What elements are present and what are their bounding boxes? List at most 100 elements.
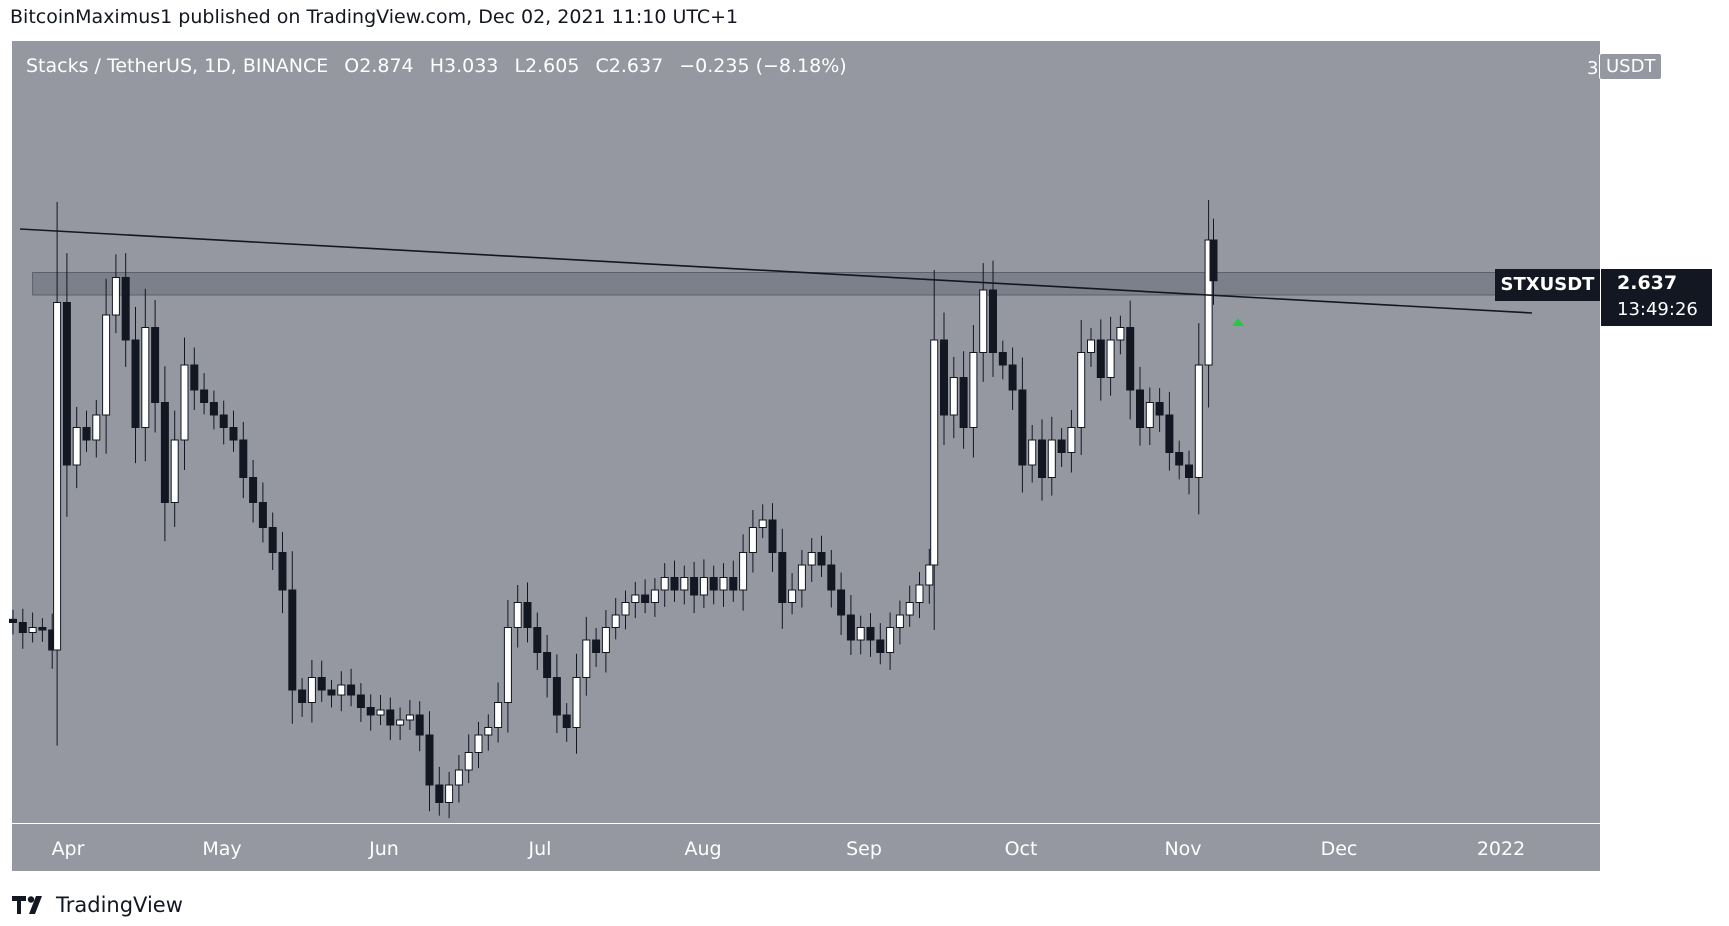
candle-body [969,352,978,428]
high-value: 3.033 [443,55,499,77]
candle-body [709,577,718,591]
candle-body [1067,427,1076,453]
candle-body [660,577,669,591]
candle-body [543,652,552,678]
high-label: H [429,55,444,77]
candle-body [866,627,875,641]
price-top-fragment: 3 [1587,58,1599,79]
candle-body [699,577,708,596]
candle-body [425,734,434,786]
candle-body [317,677,326,691]
candle-body [650,589,659,603]
candle-body [219,414,228,428]
currency-button[interactable]: USDT [1599,53,1663,80]
time-tick-label: Sep [846,838,882,860]
candle-body [886,627,895,653]
candle-body [1028,439,1037,466]
candle-body [631,594,640,603]
last-price-value: 2.637 [1617,272,1678,294]
price-tick-label: 1.000 [1617,682,1672,704]
candle-body [807,552,816,566]
candle-body [846,614,855,641]
candle-body [474,734,483,753]
footer-brand[interactable]: TradingView [12,893,183,917]
candle-body [121,277,130,341]
candle-body [837,589,846,616]
candle-body [1018,389,1027,466]
symbol-name: Stacks / TetherUS, 1D, BINANCE [26,55,329,77]
candle-body [111,277,120,316]
candle-body [719,577,728,591]
candle-body [190,364,199,391]
candle-body [552,677,561,716]
low-label: L [514,55,526,77]
candle-body [92,414,101,441]
time-tick-label: Apr [51,838,85,860]
candle-body [1038,439,1046,478]
candle-body [356,694,365,708]
candle-body [641,594,650,603]
candles-layer [9,200,1218,819]
candle-body [940,339,948,416]
candle-body [1155,402,1164,416]
candle-body [729,577,738,591]
candle-body [38,627,47,631]
candle-body [905,602,914,616]
resistance-zone-layer [32,272,1601,296]
candle-body [209,402,218,416]
candle-body [601,627,610,653]
candle-body [788,589,797,603]
candle-body [582,639,591,678]
candle-body [533,627,542,653]
candle-body [1126,327,1135,391]
candle-body [258,502,267,528]
candle-body [1145,402,1154,428]
candle-body [611,614,620,628]
close-label: C [595,55,609,77]
candle-body [895,614,904,628]
candle-body [327,689,336,696]
candle-body [298,689,307,703]
time-tick-label: 2022 [1476,838,1526,860]
candle-body [690,577,699,596]
time-tick-label: Nov [1164,838,1202,860]
candle-body [82,427,91,441]
candle-body [405,714,414,721]
candle-body [1047,439,1056,478]
candle-body [572,677,581,728]
change-value: −0.235 (−8.18%) [679,55,847,77]
price-axis-divider [1600,41,1601,871]
candle-body [758,519,767,528]
last-price-symbol-tag: STXUSDT [1495,269,1600,301]
resistance-zone [32,272,1601,296]
price-tick-label: 2.000 [1617,432,1672,454]
candle-body [464,752,473,771]
time-tick-label: May [202,838,242,860]
candle-body [288,589,297,691]
candle-body [1116,327,1125,341]
candle-body [200,389,209,403]
price-tick-label: 1.500 [1617,557,1672,579]
candle-body [386,709,395,726]
open-label: O [344,55,360,77]
candle-body [454,769,463,786]
candle-body [680,577,689,591]
candle-body [249,477,258,503]
candle-body [9,618,17,624]
candle-body [876,639,885,653]
candle-body [930,339,939,566]
candle-body [1209,239,1218,282]
candle-body [797,564,806,591]
candle-body [778,552,787,603]
time-tick-label: Aug [684,838,722,860]
price-tick-label: 0.500 [1617,806,1672,828]
descending-trendline [19,228,1533,314]
candle-body [949,377,958,416]
trendline-layer [19,228,1533,326]
footer-brand-label: TradingView [56,893,183,917]
chart-area[interactable] [12,41,1600,871]
candle-body [396,719,405,726]
candle-body [484,727,493,736]
candle-body [562,714,571,728]
